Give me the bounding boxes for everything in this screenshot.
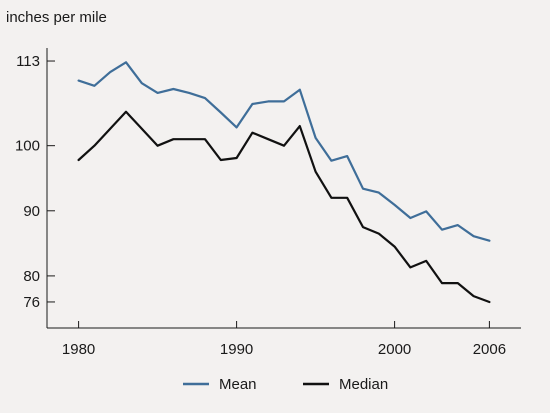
- x-tick-label: 2000: [378, 341, 411, 358]
- y-tick-label: 90: [23, 203, 40, 220]
- axes: 76 80 90 100 113 1980 1990 2000 2006: [15, 48, 521, 358]
- x-tick-label: 2006: [473, 341, 506, 358]
- y-tick-label: 100: [15, 138, 40, 155]
- y-unit-label: inches per mile: [6, 9, 107, 26]
- legend-label-median: Median: [339, 376, 388, 393]
- y-tick-label: 80: [23, 268, 40, 285]
- x-tick-label: 1990: [220, 341, 253, 358]
- y-tick-label: 113: [16, 53, 40, 70]
- legend-label-mean: Mean: [219, 376, 257, 393]
- series-layer: [77, 61, 491, 304]
- series-line-median: [77, 110, 491, 304]
- legend: Mean Median: [183, 376, 388, 393]
- x-tick-label: 1980: [62, 341, 95, 358]
- series-line-mean: [77, 61, 491, 242]
- y-tick-label: 76: [23, 294, 40, 311]
